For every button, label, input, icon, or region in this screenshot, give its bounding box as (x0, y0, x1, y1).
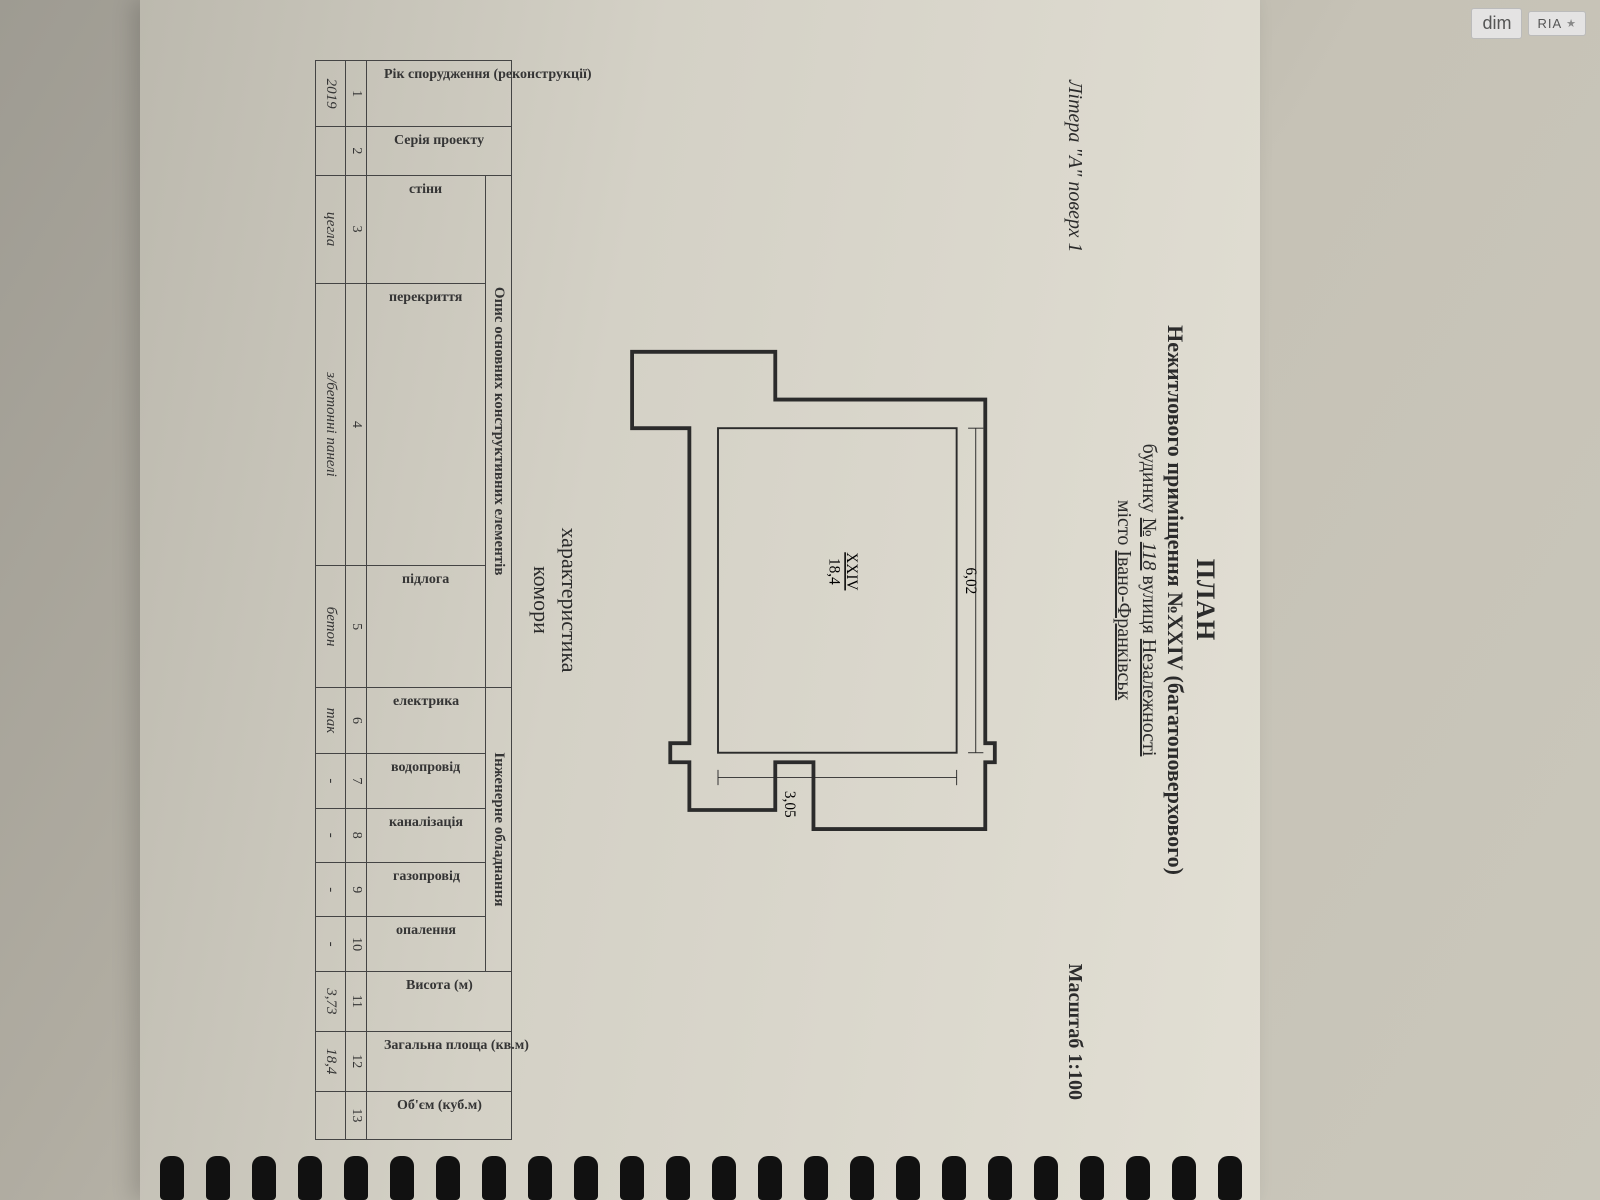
col-val: - (316, 808, 346, 862)
col-head: Висота (м) (384, 978, 494, 993)
col-val: - (316, 754, 346, 808)
col-val: - (316, 862, 346, 916)
col-head: газопровід (371, 869, 481, 884)
characteristics-table: Рік спорудження (реконструкції) Серія пр… (315, 60, 512, 1140)
col-num: 7 (346, 754, 367, 808)
group-construction: Опис основних конструктивних елементів (486, 175, 512, 687)
title-line1-suffix: (багатоповерхового) (1163, 670, 1188, 875)
paper-sheet: ПЛАН Нежитлового приміщення №XXIV (багат… (140, 0, 1260, 1200)
col-head: опалення (371, 923, 481, 938)
col-num: 5 (346, 566, 367, 687)
floorplan-inner-room (718, 428, 957, 753)
col-head: електрика (371, 694, 481, 709)
table-number-row: 1 2 3 4 5 6 7 8 9 10 11 12 13 (346, 61, 367, 1140)
col-val: 2019 (316, 61, 346, 127)
col-num: 13 (346, 1091, 367, 1139)
col-val: так (316, 687, 346, 753)
title-plan: ПЛАН (1190, 20, 1220, 1180)
scale-label: Масштаб 1:100 (1063, 964, 1086, 1100)
col-head: Об'єм (куб.м) (384, 1098, 494, 1113)
building-word: будинку (1138, 444, 1160, 518)
table-value-row: 2019 цегла з/бетонні панелі бетон так - … (316, 61, 346, 1140)
col-val: 3,73 (316, 971, 346, 1031)
title-line1: Нежитлового приміщення №XXIV (багатопове… (1162, 20, 1188, 1180)
title-line1-prefix: Нежитлового приміщення № (1163, 325, 1188, 614)
floorplan-svg: 6,02 3,05 XXIV 18,4 (613, 320, 1033, 880)
col-val: - (316, 917, 346, 971)
city-prefix: місто (1113, 500, 1135, 551)
watermark: dim RIA ★ (1471, 8, 1586, 39)
street-word: вулиця (1138, 570, 1160, 638)
col-val: цегла (316, 175, 346, 283)
floorplan-outline (632, 352, 995, 829)
col-num: 3 (346, 175, 367, 283)
col-num: 10 (346, 917, 367, 971)
num-label: № (1138, 518, 1160, 537)
building-number: 118 (1138, 542, 1160, 571)
char-title-2: комори (528, 20, 556, 1180)
dim-top-value: 6,02 (962, 568, 979, 595)
title-line2: будинку № 118 вулиця Незалежності (1137, 20, 1160, 1180)
col-head: перекриття (371, 290, 481, 305)
watermark-ria-text: RIA (1537, 16, 1562, 31)
roman-number: XXIV (1163, 614, 1188, 670)
col-num: 6 (346, 687, 367, 753)
col-num: 9 (346, 862, 367, 916)
col-head: Рік спорудження (реконструкції) (384, 67, 494, 82)
col-val (316, 1091, 346, 1139)
col-num: 11 (346, 971, 367, 1031)
header-block: ПЛАН Нежитлового приміщення №XXIV (багат… (1112, 20, 1220, 1180)
col-val (316, 127, 346, 175)
floorplan-drawing: 6,02 3,05 XXIV 18,4 (613, 320, 1033, 880)
characteristics-table-wrap: Рік спорудження (реконструкції) Серія пр… (315, 60, 512, 1140)
col-val: 18,4 (316, 1031, 346, 1091)
col-num: 12 (346, 1031, 367, 1091)
col-head: стіни (371, 182, 481, 197)
characteristics-title: характеристика комори (528, 20, 583, 1180)
col-num: 8 (346, 808, 367, 862)
photo-background: ПЛАН Нежитлового приміщення №XXIV (багат… (0, 0, 1600, 1200)
room-label-bottom: 18,4 (826, 558, 843, 585)
char-title-1: характеристика (556, 20, 584, 1180)
col-val: з/бетонні панелі (316, 283, 346, 566)
col-num: 4 (346, 283, 367, 566)
col-val: бетон (316, 566, 346, 687)
dim-right-value: 3,05 (781, 791, 798, 818)
col-head: каналізація (371, 815, 481, 830)
col-head: підлога (371, 572, 481, 587)
col-head: Загальна площа (кв.м) (384, 1038, 494, 1053)
col-num: 2 (346, 127, 367, 175)
watermark-ria: RIA ★ (1528, 11, 1586, 36)
street-name: Незалежності (1138, 639, 1160, 757)
city-name: Івано-Франківськ (1113, 550, 1135, 700)
page-content: ПЛАН Нежитлового приміщення №XXIV (багат… (180, 20, 1220, 1180)
litera-label: Літера "А" поверх 1 (1063, 80, 1086, 252)
col-num: 1 (346, 61, 367, 127)
group-engineering: Інженерне обладнання (486, 687, 512, 971)
title-line3: місто Івано-Франківськ (1112, 20, 1135, 1180)
room-label-top: XXIV (843, 552, 860, 590)
col-head: водопровід (371, 760, 481, 775)
watermark-dim: dim (1471, 8, 1522, 39)
col-head: Серія проекту (384, 133, 494, 148)
table-header-row-groups: Рік спорудження (реконструкції) Серія пр… (486, 61, 512, 1140)
spiral-binding (160, 1152, 1240, 1200)
mid-row: Літера "А" поверх 1 Масштаб 1:100 (1063, 80, 1086, 1100)
star-icon: ★ (1566, 17, 1577, 30)
